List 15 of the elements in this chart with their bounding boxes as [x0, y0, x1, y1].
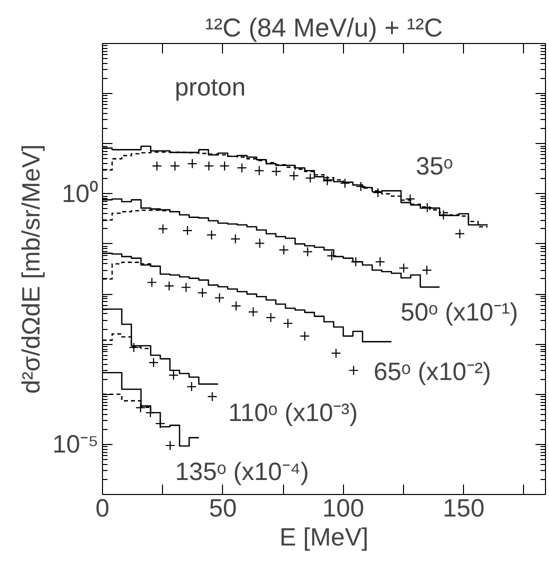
annotation: 50ᵒ (x10⁻¹) — [400, 298, 518, 327]
x-tick-label: 0 — [96, 494, 110, 522]
y-tick-label: 10⁻⁵ — [52, 430, 98, 458]
annotation: proton — [174, 74, 246, 102]
x-tick-label: 150 — [442, 494, 485, 522]
annotation: 65ᵒ (x10⁻²) — [374, 358, 492, 386]
annotation: 35ᵒ — [416, 152, 453, 181]
annotation: 110ᵒ (x10⁻³) — [228, 398, 358, 427]
annotation: 135ᵒ (x10⁻⁴) — [175, 458, 309, 486]
x-tick-label: 50 — [208, 494, 237, 522]
chart-title: ¹²C (84 MeV/u) + ¹²C — [205, 12, 443, 42]
y-tick-label: 10⁰ — [62, 180, 99, 208]
y-axis-title: d²σ/dΩdE [mb/sr/MeV] — [17, 144, 46, 394]
x-axis-title: E [MeV] — [280, 524, 368, 552]
x-tick-label: 100 — [322, 494, 364, 522]
